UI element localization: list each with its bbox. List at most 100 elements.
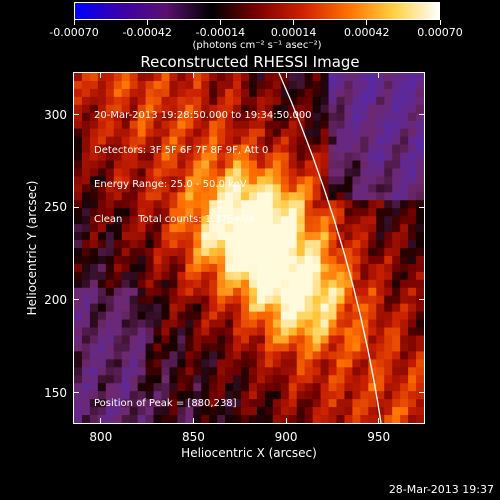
heatmap-cell [320,415,330,423]
heatmap-cell [225,311,234,321]
heatmap-cell [209,184,218,193]
heatmap-cell [320,152,330,162]
heatmap-cell [241,279,250,289]
heatmap-cell [416,327,424,337]
heatmap-cell [320,136,330,146]
heatmap-cell [217,240,226,249]
heatmap-cell [89,415,99,423]
heatmap-cell [304,367,314,376]
heatmap-cell [217,351,226,360]
heatmap-cell [352,120,361,130]
heatmap-cell [249,216,258,225]
heatmap-cell [121,255,131,265]
heatmap-cell [129,136,139,146]
heatmap-cell [256,359,266,368]
y-tick-mark [419,114,425,116]
heatmap-cell [217,311,226,321]
heatmap-cell [264,200,274,209]
heatmap-cell [320,263,330,273]
heatmap-cell [360,375,369,384]
heatmap-cell [280,407,290,416]
heatmap-cell [233,255,242,265]
heatmap-cell [368,359,377,368]
heatmap-cell [209,208,218,217]
heatmap-cell [288,327,298,337]
heatmap-cell [129,120,139,130]
heatmap-cell [209,96,218,106]
heatmap-cell [336,295,346,305]
heatmap-cell [153,208,163,217]
heatmap-cell [233,359,242,368]
heatmap-cell [264,232,274,241]
heatmap-cell [241,335,250,345]
heatmap-cell [400,240,409,249]
heatmap-cell [241,343,250,352]
heatmap-cell [97,407,107,416]
heatmap-cell [344,287,353,297]
heatmap-cell [185,407,194,416]
heatmap-cell [97,232,107,241]
heatmap-cell [392,319,401,329]
heatmap-cell [153,144,163,154]
heatmap-cell [185,152,194,162]
heatmap-cell [201,343,210,352]
heatmap-cell [193,240,202,249]
heatmap-cell [264,144,274,154]
heatmap-cell [185,216,194,225]
heatmap-cell [288,271,298,281]
heatmap-cell [209,415,218,423]
heatmap-cell [169,391,178,400]
heatmap-cell [121,112,131,122]
heatmap-cell [97,263,107,273]
heatmap-cell [256,407,266,416]
heatmap-cell [161,415,171,423]
heatmap-cell [392,287,401,297]
x-tick-label: 800 [89,430,113,444]
colorbar-tick [293,20,295,25]
heatmap-cell [169,287,178,297]
heatmap-cell [153,80,163,90]
heatmap-cell [352,160,361,170]
heatmap-cell [272,232,282,241]
heatmap-cell [113,120,123,130]
heatmap-cell [296,391,306,400]
heatmap-cell [121,96,131,106]
heatmap-cell [153,335,163,345]
heatmap-cell [241,96,250,106]
heatmap-cell [161,263,171,273]
heatmap-cell [328,152,338,162]
heatmap-cell [193,112,202,122]
heatmap-cell [193,351,202,360]
heatmap-cell [272,335,282,345]
heatmap-cell [328,240,338,249]
heatmap-cell [121,351,131,360]
heatmap-cell [233,184,242,193]
heatmap-cell [89,327,99,337]
heatmap-cell [249,279,258,289]
heatmap-cell [113,407,123,416]
heatmap-cell [161,399,171,408]
heatmap-cell [105,80,115,90]
heatmap-cell [217,295,226,305]
heatmap-cell [185,383,194,392]
heatmap-cell [320,240,330,249]
heatmap-cell [344,367,353,376]
heatmap-cell [256,80,266,90]
heatmap-cell [129,367,139,376]
x-tick-mark [100,418,102,424]
heatmap-cell [336,279,346,289]
peak-position-label: Position of Peak = [880,238] [94,398,237,409]
heatmap-cell [105,248,115,257]
heatmap-cell [129,391,139,400]
heatmap-cell [416,224,424,233]
heatmap-cell [137,415,147,423]
heatmap-cell [288,104,298,114]
heatmap-cell [233,407,242,416]
heatmap-cell [328,415,338,423]
heatmap-cell [121,136,131,146]
heatmap-cell [400,327,409,337]
heatmap-cell [105,295,115,305]
heatmap-cell [304,112,314,122]
heatmap-cell [241,319,250,329]
heatmap-cell [113,232,123,241]
